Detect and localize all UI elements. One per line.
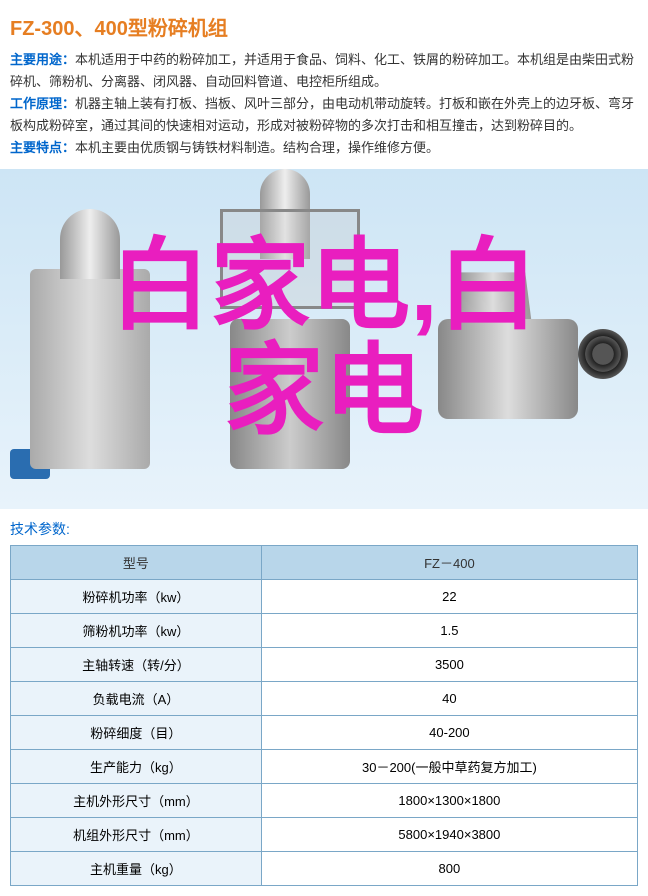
table-row: 粉碎机功率（kw）22 [11,580,638,614]
table-row: 筛粉机功率（kw）1.5 [11,614,638,648]
params-label: 技术参数: [0,509,648,545]
spec-name: 粉碎细度（目） [11,716,262,750]
spec-value: 800 [261,852,637,886]
feature-label: 主要特点： [10,140,75,155]
table-row: 主机重量（kg）800 [11,852,638,886]
spec-value: 40-200 [261,716,637,750]
table-row: 生产能力（kg）30－200(一般中草药复方加工) [11,750,638,784]
spec-value: 40 [261,682,637,716]
spec-name: 主轴转速（转/分） [11,648,262,682]
usage-paragraph: 主要用途：本机适用于中药的粉碎加工，并适用于食品、饲料、化工、铁屑的粉碎加工。本… [10,49,638,93]
header-model: 型号 [11,546,262,580]
spec-name: 生产能力（kg） [11,750,262,784]
spec-name: 机组外形尺寸（mm） [11,818,262,852]
table-row: 负载电流（A）40 [11,682,638,716]
spec-name: 筛粉机功率（kw） [11,614,262,648]
header-value: FZ－400 [261,546,637,580]
machine-right [438,289,618,449]
spec-name: 负载电流（A） [11,682,262,716]
spec-name: 主机重量（kg） [11,852,262,886]
spec-name: 主机外形尺寸（mm） [11,784,262,818]
spec-table: 型号 FZ－400 粉碎机功率（kw）22筛粉机功率（kw）1.5主轴转速（转/… [10,545,638,886]
principle-text: 机器主轴上装有打板、挡板、风叶三部分，由电动机带动旋转。打板和嵌在外壳上的边牙板… [10,96,634,133]
spec-value: 1.5 [261,614,637,648]
feature-text: 本机主要由优质钢与铸铁材料制造。结构合理，操作维修方便。 [75,140,439,155]
usage-text: 本机适用于中药的粉碎加工，并适用于食品、饲料、化工、铁屑的粉碎加工。本机组是由柴… [10,52,634,89]
spec-value: 30－200(一般中草药复方加工) [261,750,637,784]
spec-value: 22 [261,580,637,614]
table-row: 粉碎细度（目）40-200 [11,716,638,750]
table-row: 机组外形尺寸（mm）5800×1940×3800 [11,818,638,852]
spec-name: 粉碎机功率（kw） [11,580,262,614]
table-header-row: 型号 FZ－400 [11,546,638,580]
product-image: 白家电,白 家电 [0,169,648,509]
principle-paragraph: 工作原理：机器主轴上装有打板、挡板、风叶三部分，由电动机带动旋转。打板和嵌在外壳… [10,93,638,137]
description-block: 主要用途：本机适用于中药的粉碎加工，并适用于食品、饲料、化工、铁屑的粉碎加工。本… [0,49,648,169]
usage-label: 主要用途： [10,52,75,67]
page-title: FZ-300、400型粉碎机组 [0,0,648,49]
spec-value: 1800×1300×1800 [261,784,637,818]
machine-center [210,209,370,469]
feature-paragraph: 主要特点：本机主要由优质钢与铸铁材料制造。结构合理，操作维修方便。 [10,137,638,159]
machine-left [30,269,150,469]
table-row: 主机外形尺寸（mm）1800×1300×1800 [11,784,638,818]
spec-value: 3500 [261,648,637,682]
table-row: 主轴转速（转/分）3500 [11,648,638,682]
spec-value: 5800×1940×3800 [261,818,637,852]
principle-label: 工作原理： [10,96,75,111]
